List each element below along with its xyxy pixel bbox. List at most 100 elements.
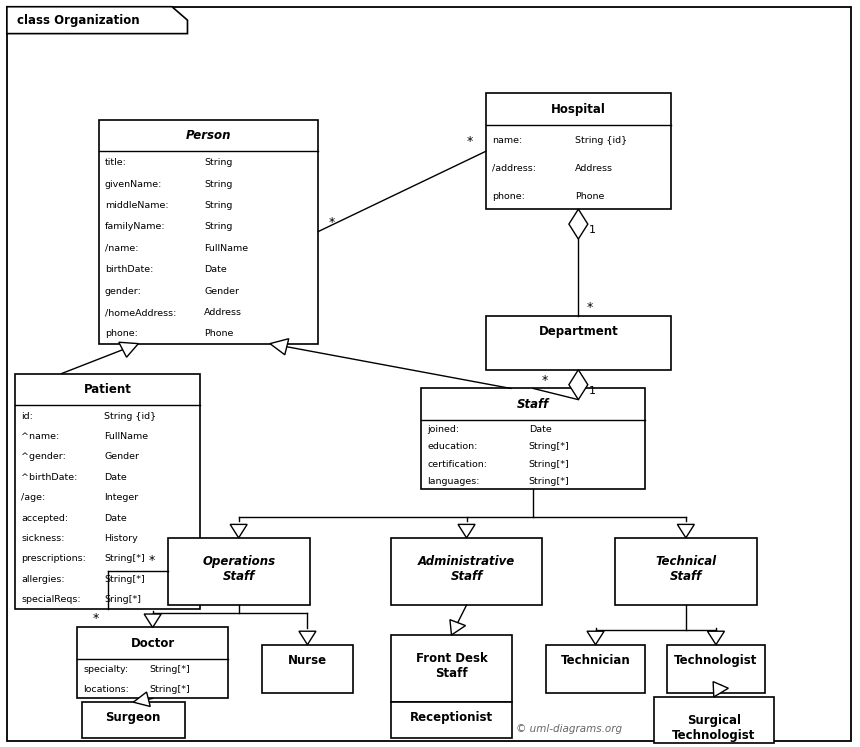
Text: Gender: Gender <box>104 453 139 462</box>
Text: Hospital: Hospital <box>551 102 605 116</box>
Text: Integer: Integer <box>104 493 138 502</box>
Polygon shape <box>587 631 604 645</box>
Text: String[*]: String[*] <box>104 574 145 583</box>
Bar <box>615 538 757 605</box>
Bar <box>421 388 645 489</box>
Polygon shape <box>569 209 587 239</box>
Text: languages:: languages: <box>427 477 480 486</box>
Text: /homeAddress:: /homeAddress: <box>105 308 176 317</box>
Bar <box>391 538 542 605</box>
Text: Technical
Staff: Technical Staff <box>655 555 716 583</box>
Polygon shape <box>678 524 694 538</box>
Text: certification:: certification: <box>427 459 488 468</box>
Text: Surgical
Technologist: Surgical Technologist <box>673 714 755 743</box>
Text: FullName: FullName <box>204 244 249 252</box>
Polygon shape <box>7 7 187 34</box>
Text: String[*]: String[*] <box>529 442 569 451</box>
Text: Date: Date <box>204 265 227 274</box>
Text: String[*]: String[*] <box>150 666 190 675</box>
Bar <box>82 702 185 738</box>
Text: Front Desk
Staff: Front Desk Staff <box>415 652 488 681</box>
Polygon shape <box>458 524 475 538</box>
Text: birthDate:: birthDate: <box>105 265 153 274</box>
Text: © uml-diagrams.org: © uml-diagrams.org <box>516 724 622 734</box>
Text: *: * <box>587 302 593 314</box>
Text: middleName:: middleName: <box>105 201 169 210</box>
Text: String: String <box>204 223 232 232</box>
Text: String[*]: String[*] <box>529 459 569 468</box>
Text: String[*]: String[*] <box>529 477 569 486</box>
Polygon shape <box>299 631 316 645</box>
Text: String: String <box>204 158 232 167</box>
Text: Gender: Gender <box>204 287 239 296</box>
Bar <box>546 645 645 693</box>
Text: Operations
Staff: Operations Staff <box>202 555 275 583</box>
Text: id:: id: <box>22 412 34 421</box>
Text: Sring[*]: Sring[*] <box>104 595 141 604</box>
Bar <box>77 627 228 698</box>
Text: String {id}: String {id} <box>104 412 157 421</box>
Text: Department: Department <box>538 325 618 338</box>
Text: Receptionist: Receptionist <box>410 711 493 725</box>
Text: Technician: Technician <box>561 654 630 667</box>
Text: class Organization: class Organization <box>17 13 140 27</box>
Polygon shape <box>119 342 138 357</box>
Text: Phone: Phone <box>574 192 604 201</box>
Text: specialty:: specialty: <box>83 666 128 675</box>
Text: Administrative
Staff: Administrative Staff <box>418 555 515 583</box>
Text: phone:: phone: <box>105 329 138 338</box>
Text: Address: Address <box>574 164 612 173</box>
Text: *: * <box>149 554 155 567</box>
Bar <box>654 697 774 743</box>
Text: Technologist: Technologist <box>674 654 758 667</box>
Bar <box>262 645 353 693</box>
Polygon shape <box>708 631 724 645</box>
Text: *: * <box>93 613 99 625</box>
Text: Date: Date <box>104 513 127 523</box>
Text: Doctor: Doctor <box>131 636 175 650</box>
Text: String[*]: String[*] <box>150 685 190 694</box>
Text: name:: name: <box>492 136 522 145</box>
Text: *: * <box>329 216 335 229</box>
Bar <box>666 645 765 693</box>
Polygon shape <box>230 524 247 538</box>
Text: allergies:: allergies: <box>22 574 65 583</box>
Text: String {id}: String {id} <box>574 136 627 145</box>
Bar <box>99 120 318 344</box>
Text: familyName:: familyName: <box>105 223 165 232</box>
Text: accepted:: accepted: <box>22 513 69 523</box>
Text: givenName:: givenName: <box>105 179 163 188</box>
Text: 1: 1 <box>588 385 596 396</box>
Text: /age:: /age: <box>22 493 46 502</box>
Text: Date: Date <box>104 473 127 482</box>
Text: History: History <box>104 534 138 543</box>
Text: String[*]: String[*] <box>104 554 145 563</box>
Text: Phone: Phone <box>204 329 234 338</box>
Polygon shape <box>450 620 465 635</box>
Text: *: * <box>467 135 473 149</box>
Text: String: String <box>204 201 232 210</box>
Text: Person: Person <box>186 128 231 142</box>
Text: title:: title: <box>105 158 126 167</box>
Text: *: * <box>542 374 548 387</box>
Text: Nurse: Nurse <box>288 654 327 667</box>
Text: 1: 1 <box>588 225 596 235</box>
Text: Staff: Staff <box>517 397 550 411</box>
Bar <box>168 538 310 605</box>
Text: ^name:: ^name: <box>22 432 59 441</box>
Text: ^gender:: ^gender: <box>22 453 66 462</box>
Bar <box>391 702 512 738</box>
Text: phone:: phone: <box>492 192 525 201</box>
Polygon shape <box>133 692 150 707</box>
Text: ^birthDate:: ^birthDate: <box>22 473 78 482</box>
Bar <box>486 93 671 209</box>
Text: Surgeon: Surgeon <box>106 711 161 725</box>
Polygon shape <box>270 338 289 355</box>
Text: FullName: FullName <box>104 432 149 441</box>
Text: /address:: /address: <box>492 164 536 173</box>
Text: Patient: Patient <box>84 382 132 396</box>
Text: String: String <box>204 179 232 188</box>
Bar <box>391 635 512 702</box>
Polygon shape <box>713 681 728 697</box>
Text: Address: Address <box>204 308 243 317</box>
